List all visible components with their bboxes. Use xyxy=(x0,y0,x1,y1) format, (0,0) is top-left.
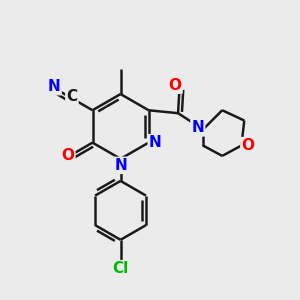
Text: C: C xyxy=(66,89,77,104)
Text: O: O xyxy=(61,148,74,163)
Text: N: N xyxy=(191,120,204,135)
Text: N: N xyxy=(114,158,127,173)
Text: Cl: Cl xyxy=(112,261,129,276)
Text: N: N xyxy=(149,135,161,150)
Text: O: O xyxy=(169,78,182,93)
Text: O: O xyxy=(241,138,254,153)
Text: N: N xyxy=(48,79,61,94)
